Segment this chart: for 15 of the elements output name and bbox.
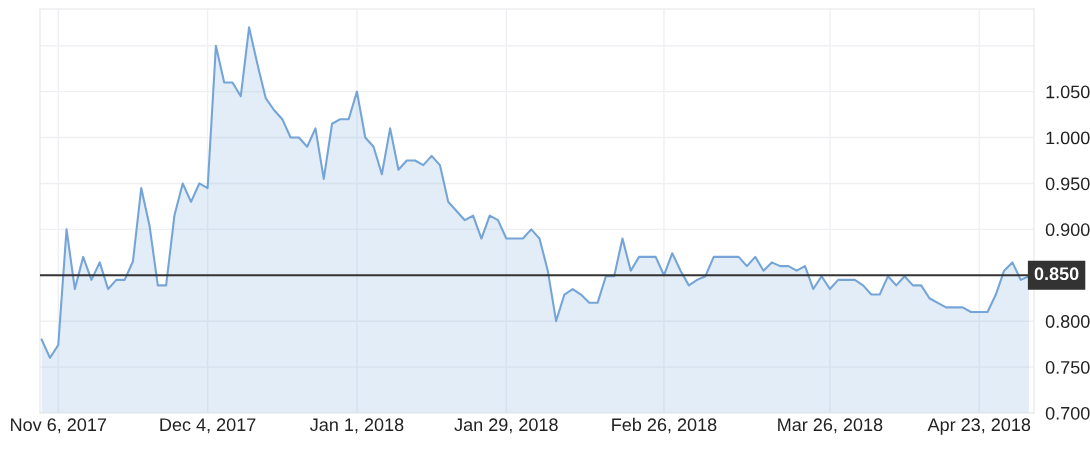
x-tick-label: Dec 4, 2017 [160,418,256,434]
y-tick-label: 1.050 [1046,85,1090,99]
x-tick-label: Apr 23, 2018 [927,418,1031,435]
y-tick-label: 0.700 [1045,406,1090,420]
y-tick-label: 0.750 [1045,361,1090,374]
y-tick-label: 0.950 [1045,177,1090,191]
ref-line-label: 0.850 [1034,267,1079,281]
x-tick-label: Nov 6, 2017 [11,418,107,434]
y-tick-label: 0.900 [1045,223,1090,237]
x-tick-label: Jan 29, 2018 [454,418,558,434]
y-tick-label: 1.000 [1046,131,1090,145]
x-tick-label: Mar 26, 2018 [778,418,883,434]
x-tick-label: Feb 26, 2018 [612,417,717,434]
y-tick-label: 0.800 [1045,315,1090,328]
x-tick-label: Jan 1, 2018 [310,418,404,434]
